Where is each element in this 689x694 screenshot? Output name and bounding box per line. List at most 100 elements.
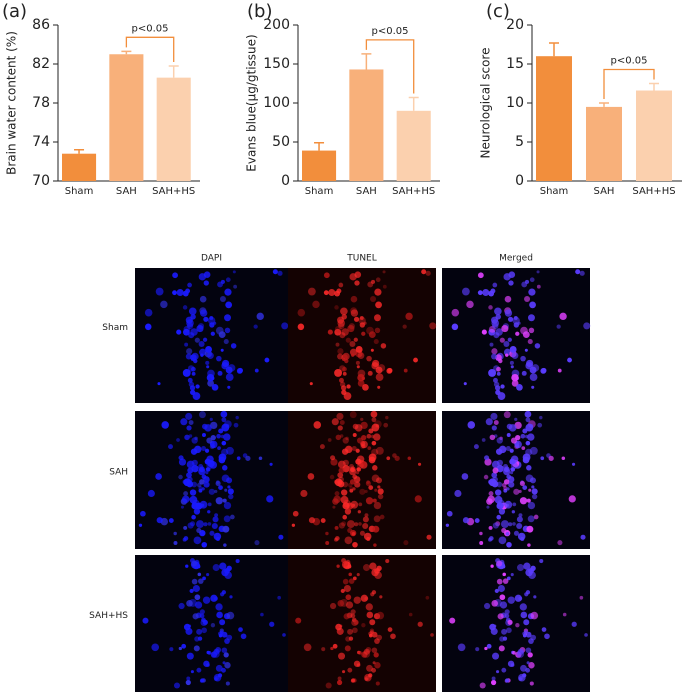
cell (256, 312, 264, 321)
cell (253, 324, 258, 329)
cell (226, 634, 233, 641)
cell (205, 471, 209, 475)
cell (364, 513, 369, 518)
cell (494, 588, 499, 594)
cell (491, 348, 498, 355)
cell (504, 609, 510, 615)
cell (355, 471, 360, 475)
cell (506, 487, 510, 491)
cell (209, 530, 215, 536)
cell (345, 594, 352, 601)
cell (518, 673, 526, 682)
y-tick-label: 82 (32, 56, 50, 72)
cell (337, 676, 342, 681)
cell (210, 331, 215, 336)
cell (367, 446, 372, 450)
cell (196, 628, 203, 635)
cell (507, 337, 512, 342)
x-tick-label: SAH (356, 186, 377, 197)
cell (519, 480, 525, 487)
cell (204, 448, 210, 453)
cell (575, 269, 581, 275)
cell (501, 628, 507, 635)
cell (312, 300, 320, 309)
cell (457, 643, 466, 652)
significance-bracket (125, 36, 175, 62)
cell (308, 517, 316, 524)
cell (323, 272, 330, 279)
cell (206, 573, 210, 577)
cell (343, 613, 350, 620)
cell (509, 345, 517, 353)
cell (491, 316, 499, 324)
cell (348, 578, 355, 584)
cell (522, 453, 531, 462)
cell (512, 651, 516, 655)
cell (481, 438, 486, 442)
cell (462, 517, 470, 524)
cell (485, 418, 493, 426)
cell (477, 290, 483, 296)
cell (490, 627, 498, 635)
y-axis-label: Neurological score (479, 48, 493, 159)
cell (531, 385, 535, 389)
cell (206, 663, 210, 667)
panel-label: (c) (486, 1, 510, 22)
cell (429, 322, 437, 330)
cell (374, 327, 381, 334)
cell (501, 667, 507, 673)
cell (181, 643, 187, 649)
cell (484, 455, 490, 461)
cell (508, 424, 517, 432)
cell (528, 488, 532, 492)
cell (491, 480, 495, 485)
cell (367, 281, 374, 288)
cell (227, 488, 234, 495)
micrograph-background (442, 411, 590, 549)
cell (492, 522, 499, 529)
cell (220, 348, 224, 352)
cell (347, 667, 353, 673)
cell (370, 279, 376, 284)
cell (496, 366, 501, 372)
cell (497, 613, 504, 620)
cell (203, 476, 210, 483)
cell (342, 366, 347, 372)
cell (151, 643, 160, 652)
cell (556, 324, 561, 329)
cell (376, 611, 385, 620)
cell (385, 415, 389, 420)
cell (188, 624, 192, 628)
cell (340, 588, 345, 594)
cell (224, 288, 232, 296)
cell (529, 301, 536, 309)
row-label: Sham (102, 323, 128, 333)
cell (340, 385, 347, 391)
cell (223, 515, 231, 523)
cell (369, 619, 376, 626)
error-bar (549, 42, 559, 57)
cell (193, 536, 202, 545)
cell (445, 523, 450, 527)
cell (196, 520, 204, 529)
cell (205, 345, 212, 353)
cell (524, 630, 528, 634)
cell (523, 562, 531, 570)
cell (198, 466, 205, 473)
cell (491, 676, 496, 681)
cell (375, 366, 383, 374)
cell (492, 322, 499, 330)
cell (520, 611, 528, 619)
cell (405, 312, 413, 321)
cell (169, 647, 174, 652)
cell (307, 473, 315, 480)
cell (362, 522, 369, 530)
panel-label: (b) (247, 1, 272, 22)
cell (200, 678, 205, 683)
cell (225, 681, 230, 686)
cell (203, 316, 209, 322)
row-label: SAH+HS (89, 611, 128, 621)
cell (199, 309, 208, 317)
cell (184, 342, 189, 347)
cell (527, 339, 533, 345)
